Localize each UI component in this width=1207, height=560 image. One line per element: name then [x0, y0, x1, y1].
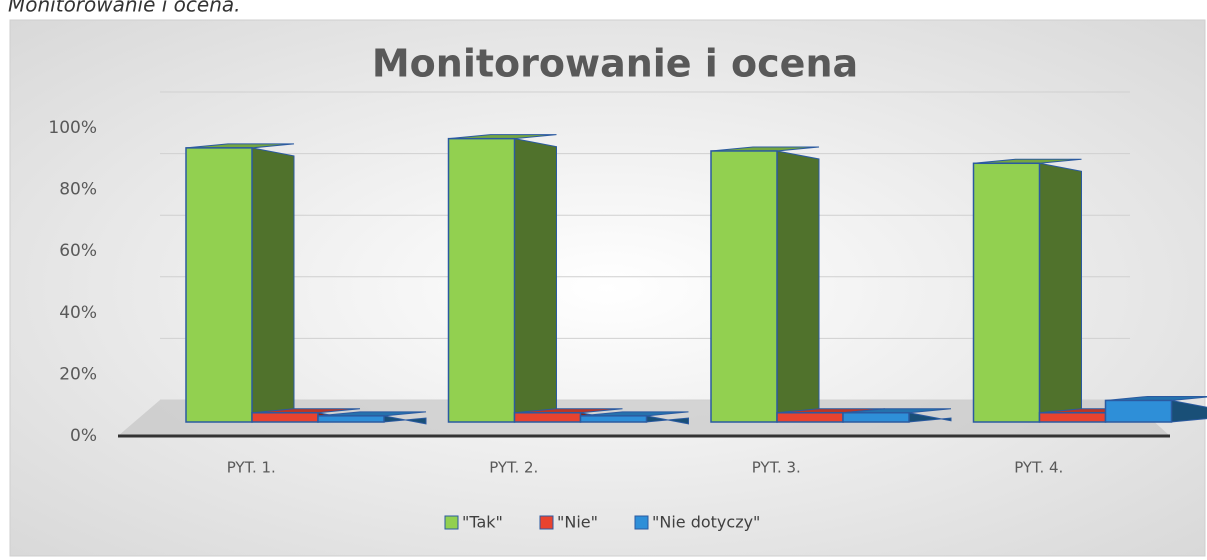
bar — [447, 137, 516, 423]
bar-side — [514, 138, 557, 423]
bar — [185, 147, 253, 423]
y-tick-label: 20% — [59, 364, 97, 384]
bar — [251, 412, 319, 423]
bar — [842, 412, 910, 423]
legend-label: "Nie dotyczy" — [652, 513, 760, 532]
legend-swatch — [444, 515, 459, 530]
bar — [776, 412, 844, 423]
bar — [317, 415, 385, 423]
bar-side — [251, 147, 295, 423]
bar-side — [1039, 162, 1082, 423]
x-tick-label: PYT. 2. — [489, 459, 538, 477]
bar — [972, 162, 1041, 423]
bar — [513, 412, 582, 423]
legend-swatch — [539, 515, 554, 530]
y-tick-label: 40% — [59, 303, 97, 323]
y-tick-label: 80% — [59, 180, 97, 200]
x-tick-label: PYT. 1. — [227, 459, 276, 477]
legend-swatch — [634, 515, 649, 530]
y-tick-label: 60% — [59, 241, 97, 261]
bar — [1038, 412, 1107, 423]
bar-side — [776, 150, 820, 423]
bar — [710, 150, 778, 423]
y-tick-label: 0% — [70, 426, 97, 446]
bar — [1104, 399, 1173, 423]
y-tick-label: 100% — [48, 118, 97, 138]
caption: Monitorowanie i ocena. — [8, 0, 241, 17]
chart-title: Monitorowanie i ocena — [372, 42, 858, 86]
legend-label: "Tak" — [462, 513, 503, 532]
x-tick-label: PYT. 4. — [1014, 459, 1063, 477]
legend-label: "Nie" — [557, 513, 598, 532]
x-tick-label: PYT. 3. — [752, 459, 801, 477]
bar — [579, 415, 648, 423]
